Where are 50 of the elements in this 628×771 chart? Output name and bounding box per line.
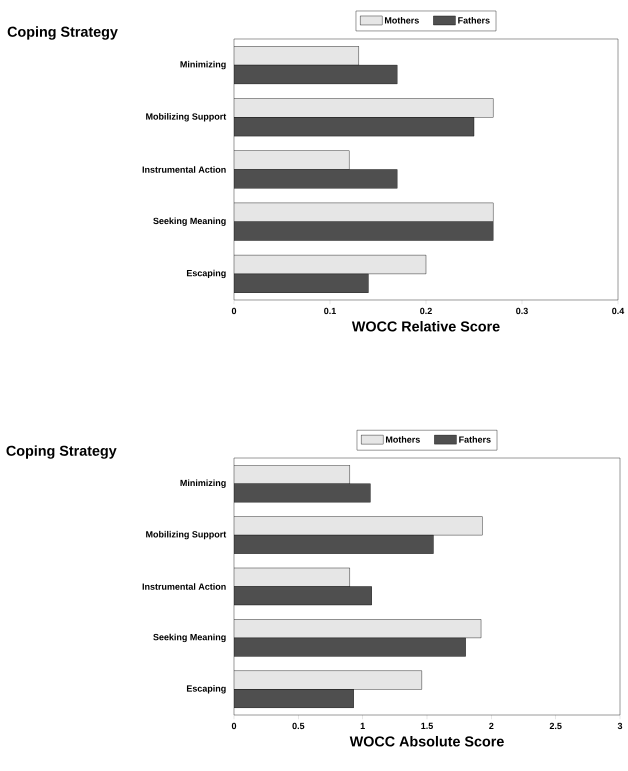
- bar: [234, 64, 398, 84]
- x-tick-label: 1.5: [422, 722, 434, 730]
- bar: [234, 254, 426, 274]
- y-tick-label: Escaping: [187, 685, 226, 694]
- text: Coping Strategy: [6, 445, 117, 459]
- bar: [234, 484, 371, 502]
- legend-label: Mothers: [386, 436, 420, 443]
- y-tick-label: Minimizing: [180, 60, 226, 70]
- bar: [234, 98, 494, 118]
- y-tick-label: Seeking Meaning: [153, 217, 226, 226]
- legend-label: Mothers: [385, 16, 420, 24]
- y-tick-label: Minimizing: [180, 480, 226, 488]
- legend-label: Fathers: [458, 16, 490, 24]
- y-tick-label: Escaping: [187, 270, 226, 278]
- x-tick-label: 2: [489, 722, 494, 730]
- bar: [234, 274, 369, 293]
- x-tick-label: 0: [232, 308, 236, 314]
- legend-label: Fathers: [459, 436, 491, 443]
- x-tick-label: 3: [618, 722, 622, 730]
- x-tick-label: 0.2: [420, 308, 432, 314]
- x-axis-title: WOCC Absolute Score: [350, 736, 504, 747]
- bar: [234, 465, 350, 484]
- bar: [234, 638, 466, 657]
- bar: [234, 619, 482, 638]
- bar: [234, 169, 398, 188]
- x-tick-label: 0.3: [516, 308, 528, 314]
- bar: [234, 46, 360, 66]
- x-tick-label: 0.5: [292, 722, 305, 730]
- y-tick-label: Seeking Meaning: [153, 634, 226, 642]
- bar: [234, 117, 474, 136]
- bar: [234, 534, 434, 554]
- bar: [234, 670, 422, 690]
- y-tick-label: Mobilizing Support: [146, 113, 226, 122]
- x-axis-title: WOCC Relative Score: [352, 320, 500, 332]
- bar: [234, 586, 372, 606]
- x-tick-label: 2.5: [550, 722, 562, 730]
- x-tick-label: 1: [360, 722, 366, 729]
- bar: [234, 221, 494, 241]
- bar: [234, 202, 494, 222]
- y-tick-label: Instrumental Action: [142, 583, 226, 590]
- y-tick-label: Instrumental Action: [142, 166, 226, 173]
- x-tick-label: 0.1: [324, 308, 336, 314]
- bar: [234, 150, 350, 170]
- bar: [234, 568, 350, 587]
- bar: [234, 689, 354, 708]
- x-tick-label: 0.4: [612, 308, 624, 314]
- text: Coping Strategy: [8, 26, 118, 40]
- bar: [234, 516, 483, 536]
- x-tick-label: 0: [232, 722, 236, 730]
- y-tick-label: Mobilizing Support: [146, 530, 226, 540]
